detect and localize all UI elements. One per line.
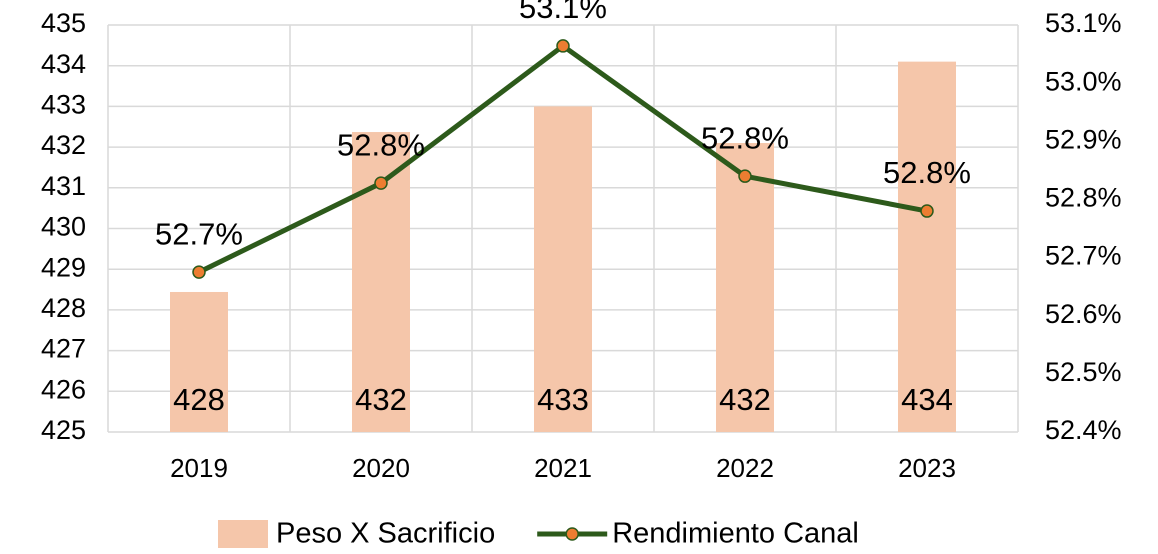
bar-label: 433 — [537, 382, 589, 417]
y-tick-label: 433 — [41, 90, 86, 120]
bar-label: 434 — [901, 382, 953, 417]
y2-tick-label: 52.9% — [1045, 124, 1122, 154]
y2-tick-label: 52.5% — [1045, 357, 1122, 387]
line-label: 52.8% — [701, 120, 789, 155]
line-label: 53.1% — [519, 0, 607, 25]
y-tick-label: 429 — [41, 252, 86, 282]
y2-tick-label: 53.0% — [1045, 66, 1122, 96]
bar — [898, 61, 956, 432]
legend-swatch — [218, 520, 268, 548]
x-tick-label: 2023 — [898, 453, 956, 483]
legend-label: Peso X Sacrificio — [276, 518, 495, 550]
y-tick-label: 434 — [41, 49, 86, 79]
bar — [534, 106, 592, 433]
line-label: 52.8% — [883, 155, 971, 190]
y-tick-label: 432 — [41, 130, 86, 160]
y2-tick-label: 52.4% — [1045, 415, 1122, 445]
y2-tick-label: 52.7% — [1045, 241, 1122, 271]
y-tick-label: 428 — [41, 293, 86, 323]
line-marker — [192, 265, 206, 279]
line-marker — [374, 176, 388, 190]
y-tick-label: 425 — [41, 415, 86, 445]
legend-label: Rendimiento Canal — [612, 518, 859, 550]
legend-marker — [565, 527, 579, 541]
y-tick-label: 427 — [41, 334, 86, 364]
y2-tick-label: 52.8% — [1045, 183, 1122, 213]
x-tick-label: 2021 — [534, 453, 592, 483]
line-label: 52.7% — [155, 216, 243, 251]
bar-label: 428 — [173, 382, 225, 417]
y-tick-label: 435 — [41, 8, 86, 38]
x-tick-label: 2022 — [716, 453, 774, 483]
line-marker — [556, 39, 570, 53]
line-marker — [920, 204, 934, 218]
bar-label: 432 — [355, 382, 407, 417]
x-tick-label: 2020 — [352, 453, 410, 483]
y-tick-label: 431 — [41, 171, 86, 201]
line-marker — [738, 169, 752, 183]
y-tick-label: 426 — [41, 374, 86, 404]
bar — [716, 143, 774, 432]
x-tick-label: 2019 — [170, 453, 228, 483]
bar — [170, 291, 228, 432]
y2-tick-label: 53.1% — [1045, 8, 1122, 38]
y2-tick-label: 52.6% — [1045, 299, 1122, 329]
line-label: 52.8% — [337, 127, 425, 162]
bar-label: 432 — [719, 382, 771, 417]
y-tick-label: 430 — [41, 212, 86, 242]
